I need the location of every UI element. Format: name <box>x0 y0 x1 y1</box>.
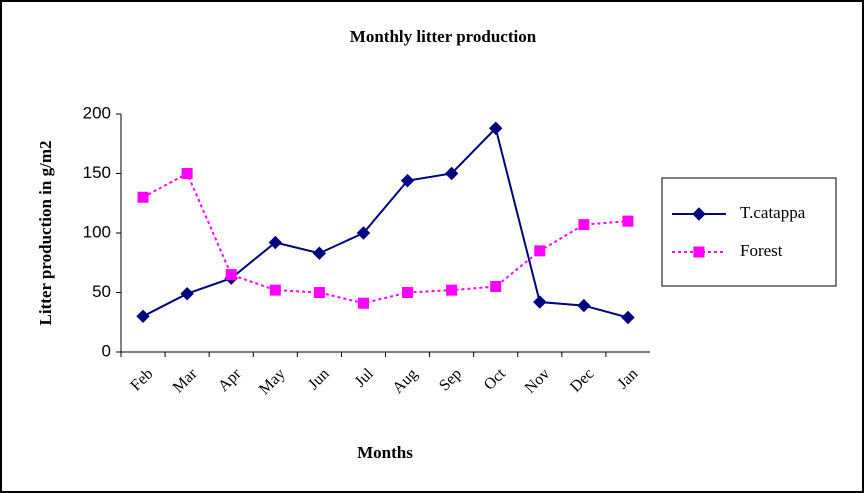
y-tick-label: 0 <box>102 341 111 360</box>
data-point <box>490 281 502 293</box>
x-axis-title: Months <box>357 443 413 462</box>
data-point <box>578 219 590 231</box>
legend-marker <box>692 207 706 221</box>
y-tick-label: 50 <box>92 282 111 301</box>
data-point <box>269 284 281 296</box>
legend-label: Forest <box>740 241 783 260</box>
series-line <box>142 172 629 305</box>
data-point <box>577 298 591 313</box>
data-point <box>181 168 193 179</box>
data-point <box>268 235 282 250</box>
data-point <box>225 269 237 281</box>
data-point <box>402 287 414 298</box>
data-point <box>489 121 503 135</box>
chart-title: Monthly litter production <box>350 27 537 46</box>
data-point <box>533 295 547 309</box>
legend-marker <box>693 246 705 258</box>
data-point <box>136 309 150 324</box>
data-point <box>621 310 635 325</box>
data-point <box>313 287 325 298</box>
data-point <box>180 286 194 301</box>
y-axis-title: Litter production in g/m2 <box>36 141 55 326</box>
data-point <box>356 226 371 240</box>
y-tick-label: 150 <box>83 163 111 182</box>
data-point <box>312 246 327 260</box>
data-point <box>446 284 458 296</box>
legend-box <box>661 177 837 287</box>
series-line <box>142 126 629 319</box>
y-tick-label: 200 <box>83 103 111 122</box>
data-point <box>137 191 149 203</box>
data-point <box>357 297 369 309</box>
y-tick-label: 100 <box>83 222 111 241</box>
legend-label: T.catappa <box>740 203 806 222</box>
data-point <box>622 215 634 227</box>
data-point <box>400 173 415 188</box>
data-point <box>444 166 459 181</box>
data-point <box>534 245 546 257</box>
